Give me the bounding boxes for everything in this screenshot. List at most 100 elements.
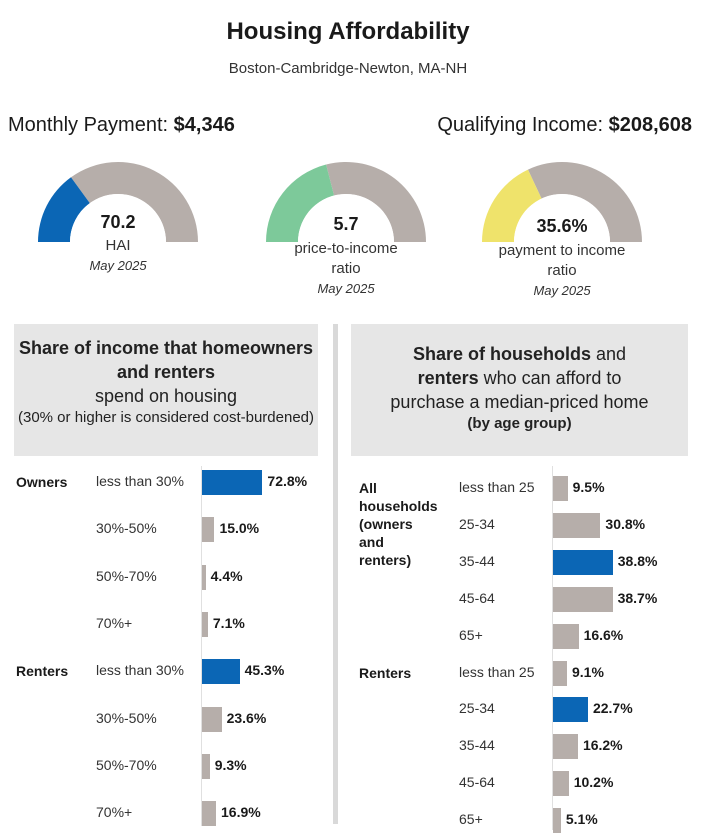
monthly-payment: Monthly Payment: $4,346 [8,114,235,137]
category-label: 65+ [459,811,483,828]
bar-value-label: 72.8% [267,473,308,489]
bar [553,734,578,760]
bar [553,476,568,501]
left-panel-title-bold: Share of income that homeowners and rent… [18,338,314,382]
category-label: less than 30% [96,473,184,489]
bar [202,517,215,543]
category-label: less than 25 [459,479,535,495]
bar [553,549,613,575]
bar-value-label: 9.5% [572,479,605,495]
qualifying-income: Qualifying Income: $208,608 [437,114,692,137]
page-subtitle: Boston-Cambridge-Newton, MA-NH [228,60,468,77]
category-label: 50%-70% [96,756,157,773]
bar-value-label: 16.9% [221,804,261,821]
gauge-track [527,161,642,242]
qualifying-income-label: Qualifying Income: [437,114,604,136]
category-label: less than 25 [459,663,535,680]
series-label: Renters [16,663,69,680]
gauge-hub [298,194,394,246]
right-panel-header: Share of households and renters who can … [351,324,688,456]
category-label: 35-44 [459,737,495,754]
category-label: less than 30% [96,662,184,679]
bar-value-label: 22.7% [592,700,633,717]
bar [202,801,217,827]
right-panel-line-3: purchase a median-priced home [390,392,649,412]
left-panel-header: Share of income that homeowners and rent… [14,324,318,456]
section-divider [333,324,338,824]
bar [202,753,210,779]
category-label: 45-64 [459,589,495,606]
bar [553,623,579,649]
right-panel-line-2: renters who can afford to [351,366,688,390]
bar-value-label: 9.1% [572,663,604,680]
series-label: Renters [359,664,412,681]
right-panel-t2-bold: renters [417,368,479,388]
gauge-track [326,162,426,242]
series-label: All households (owners and renters) [359,480,438,568]
gauge-track [70,162,198,242]
gauge-hai-value: 70.2 [100,212,136,232]
bar [202,611,208,637]
affordability-chart: All households (owners and renters) less … [340,456,702,834]
page-title: Housing Affordability [226,18,470,45]
category-label: 30%-50% [96,520,157,537]
gauge-payment-to-income-value: 35.6% [536,216,588,236]
bar-value-label: 16.6% [583,626,624,643]
bar [553,771,569,797]
category-label: 25-34 [459,700,495,717]
chart-axis-line [552,466,553,830]
bar-value-label: 23.6% [226,709,267,726]
right-panel-t1-bold: Share of households [412,344,591,364]
bar [202,470,263,495]
category-label: 70%+ [96,804,133,821]
bar-value-label: 9.3% [214,756,247,773]
bar [202,659,240,685]
right-panel-line-4: (by age group) [467,415,572,432]
right-panel-t2-rest: who can afford to [478,368,622,388]
right-panel-t1-rest: and [590,344,627,364]
chart-axis-line [201,466,202,826]
left-panel-title-rest: spend on housing [94,386,238,406]
monthly-payment-value: $4,346 [173,114,235,136]
bar [202,706,222,732]
bar [553,512,601,538]
gauge-hai-label: HAI [105,237,131,254]
bar-value-label: 38.7% [617,589,658,606]
qualifying-income-value: $208,608 [608,114,692,136]
gauge-hub [70,194,166,246]
left-panel-note: (30% or higher is considered cost-burden… [18,409,314,426]
category-label: 50%-70% [96,567,157,584]
series-label: Owners [16,474,68,490]
gauge-price-to-income-label: price-to-income ratio [294,240,398,277]
bar-value-label: 7.1% [212,614,245,631]
bar-value-label: 15.0% [219,520,260,537]
bar [553,697,588,723]
bar-value-label: 16.2% [582,737,623,754]
category-label: 65+ [459,626,483,643]
bar-value-label: 4.4% [210,567,243,584]
bar [553,808,561,834]
gauge-payment-to-income-label: payment to income ratio [498,242,626,279]
category-label: 35-44 [459,552,495,569]
category-label: 30%-50% [96,709,157,726]
right-panel-line-1: Share of households and [351,342,688,366]
bar-value-label: 5.1% [565,811,598,828]
gauge-fill [482,169,542,242]
gauge-fill [266,164,335,242]
bar-value-label: 10.2% [573,774,614,791]
gauge-payment-to-income [482,161,642,246]
bar [202,564,206,590]
category-label: 25-34 [459,515,495,532]
bar [553,586,613,612]
income-share-chart: Owners less than 30% 72.8% 30%-50% 15.0% 50%-… [0,456,330,834]
gauge-hai [38,162,198,246]
bar-value-label: 45.3% [244,662,285,679]
bar-value-label: 30.8% [605,515,646,532]
bar [553,660,567,686]
gauge-payment-to-income-date: May 2025 [533,283,591,298]
gauge-price-to-income-value: 5.7 [333,214,359,234]
category-label: 45-64 [459,774,495,791]
gauge-hub [514,194,610,246]
category-label: 70%+ [96,614,133,631]
monthly-payment-label: Monthly Payment: [8,114,169,136]
